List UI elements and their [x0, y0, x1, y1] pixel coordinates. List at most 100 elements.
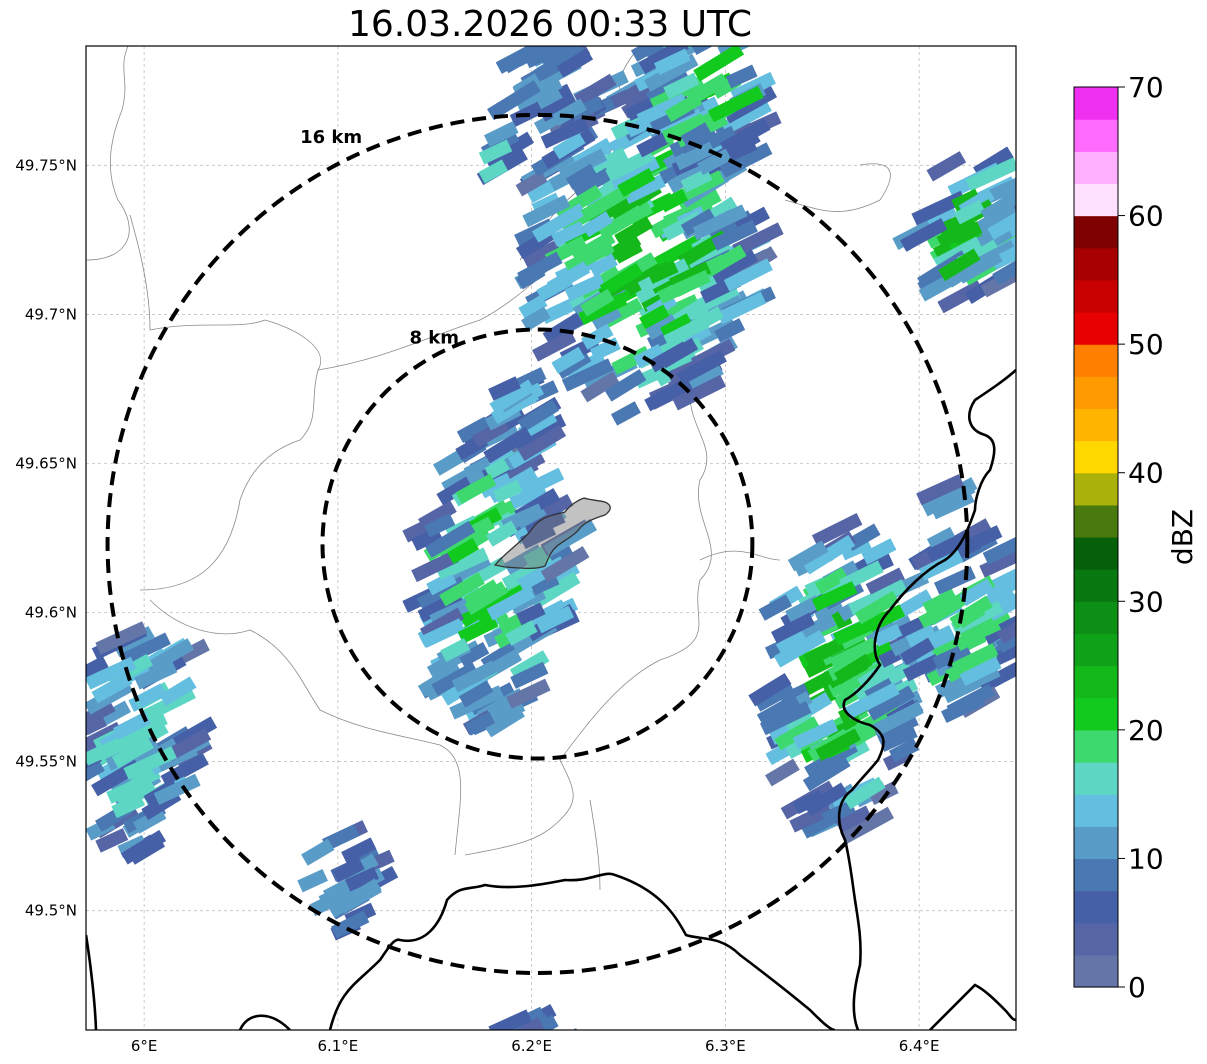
echo-pixel	[496, 1017, 545, 1030]
echo-pixel	[834, 653, 873, 685]
echo-pixel	[581, 323, 614, 350]
echo-pixel	[95, 621, 148, 655]
echo-pixel	[987, 209, 1016, 240]
echo-pixel	[938, 248, 981, 282]
colorbar-swatch	[1074, 151, 1118, 185]
echo-pixel	[86, 734, 130, 766]
echo-pixel	[625, 98, 655, 121]
echo-pixel	[815, 728, 861, 762]
echo-pixel	[556, 48, 594, 78]
echo-pixel	[992, 260, 1016, 286]
echo-pixel	[597, 205, 646, 241]
colorbar-swatch	[1074, 279, 1118, 313]
echo-pixel	[867, 685, 916, 721]
echo-pixel	[521, 306, 551, 332]
echo-pixel	[614, 216, 654, 247]
echo-pixel	[411, 550, 459, 583]
echo-pixel	[590, 304, 622, 331]
echo-pixel	[865, 567, 905, 596]
echo-pixel	[803, 782, 848, 817]
lat-tick-label: 49.65°N	[15, 454, 77, 472]
echo-pixel	[696, 148, 732, 176]
echo-pixel	[572, 167, 613, 199]
echo-pixel	[732, 222, 784, 257]
echo-pixel	[546, 261, 591, 294]
echo-pixel	[720, 99, 772, 135]
lon-tick-labels: 6°E 6.1°E 6.2°E 6.3°E 6.4°E	[131, 1037, 940, 1055]
echo-pixel	[433, 448, 468, 476]
echo-pixel	[145, 638, 195, 675]
boundary-line	[129, 214, 321, 591]
echo-pixel	[309, 886, 351, 917]
colorbar-swatch	[1074, 954, 1118, 988]
echo-pixel	[451, 660, 498, 693]
colorbar-swatch	[1074, 569, 1118, 602]
echo-pixel	[774, 716, 821, 751]
echo-pixel	[725, 64, 758, 89]
echo-pixel	[135, 683, 167, 709]
range-rings: 8 km 16 km	[105, 112, 970, 976]
echo-pixel	[523, 46, 577, 69]
colorbar-swatch	[1074, 215, 1118, 249]
echo-pixel	[165, 728, 212, 762]
colorbar-tick-label: 50	[1128, 328, 1164, 361]
echo-pixel	[676, 349, 727, 385]
echo-pixel	[911, 190, 967, 226]
echo-pixel	[540, 546, 590, 583]
colorbar-swatch	[1074, 312, 1118, 345]
echo-pixel	[456, 416, 491, 444]
echo-pixel	[609, 155, 661, 190]
boundary-line	[784, 163, 891, 212]
echo-pixel	[106, 779, 139, 804]
echo-pixel	[754, 681, 796, 712]
echo-pixel	[711, 219, 758, 251]
echo-pixel	[113, 712, 152, 740]
echo-pixel	[86, 714, 107, 739]
echo-pixel	[905, 624, 937, 649]
echo-pixel	[492, 479, 523, 503]
echo-pixel	[612, 239, 643, 264]
echo-pixel	[649, 213, 681, 239]
colorbar-swatch	[1074, 633, 1118, 667]
echo-pixel	[119, 632, 171, 667]
echo-pixel	[484, 705, 525, 738]
echo-pixel	[902, 653, 942, 682]
echo-pixel	[297, 868, 328, 893]
echo-pixel	[793, 790, 825, 815]
lon-tick-label: 6°E	[131, 1037, 158, 1055]
echo-pixel	[478, 159, 509, 184]
echo-pixel	[464, 581, 509, 616]
echo-pixel	[900, 218, 948, 252]
colorbar-label: dBZ	[1166, 509, 1199, 565]
echo-pixel	[982, 529, 1016, 565]
colorbar-tick-label: 70	[1128, 71, 1164, 104]
echo-pixel	[488, 1009, 532, 1030]
echo-pixel	[449, 685, 505, 720]
echo-pixel	[569, 95, 604, 122]
echo-pixel	[564, 273, 606, 302]
echo-pixel	[648, 341, 690, 373]
echo-pixel	[435, 549, 479, 580]
echo-pixel	[639, 304, 670, 330]
echo-pixel	[540, 117, 590, 149]
echo-pixel	[770, 612, 816, 644]
echo-pixel	[495, 46, 551, 74]
echo-pixel	[478, 139, 513, 165]
echo-pixel	[565, 163, 598, 190]
echo-pixel	[932, 645, 964, 670]
echo-pixel	[653, 48, 691, 75]
echo-pixel	[990, 238, 1016, 271]
lat-tick-label: 49.75°N	[15, 156, 77, 174]
echo-pixel	[522, 194, 571, 228]
echo-pixel	[811, 581, 858, 612]
border-line	[328, 872, 836, 1030]
echo-pixel	[472, 418, 510, 448]
boundary-line	[589, 799, 601, 891]
echo-pixel	[956, 249, 1003, 284]
colorbar-swatch	[1074, 890, 1118, 924]
echo-pixel	[321, 824, 360, 851]
echo-pixel	[518, 294, 548, 320]
colorbar-tick-label: 30	[1128, 585, 1164, 618]
echo-pixel	[845, 523, 881, 551]
